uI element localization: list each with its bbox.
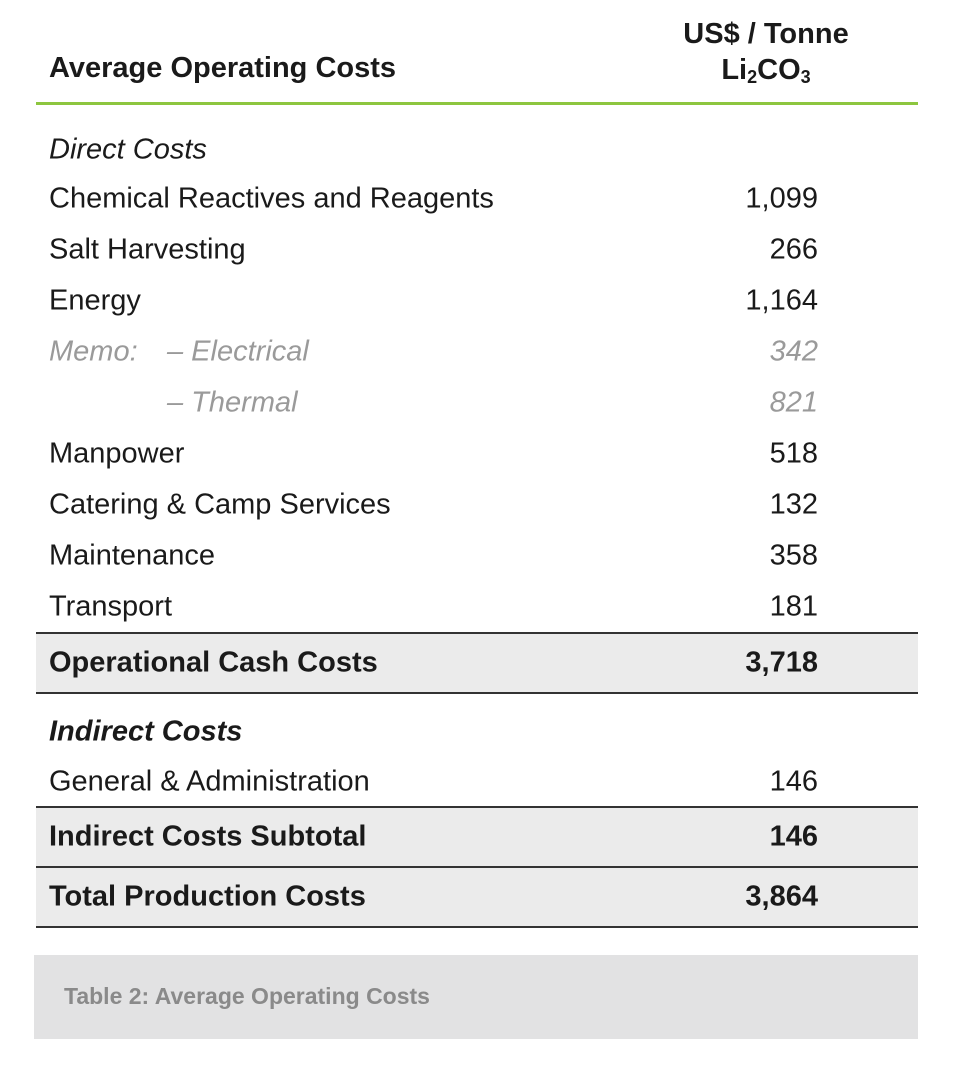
section-indirect-costs: Indirect Costs bbox=[36, 706, 918, 758]
memo-label: – Thermal bbox=[167, 386, 298, 418]
operational-total-row: Operational Cash Costs 3,718 bbox=[36, 632, 918, 694]
section-title: Direct Costs bbox=[49, 133, 207, 166]
table-row: Catering & Camp Services 132 bbox=[36, 479, 918, 530]
memo-value: 342 bbox=[769, 335, 818, 367]
grand-total-row: Total Production Costs 3,864 bbox=[36, 868, 918, 928]
indirect-total-row: Indirect Costs Subtotal 146 bbox=[36, 806, 918, 868]
row-value: 518 bbox=[769, 437, 818, 469]
row-value: 1,099 bbox=[745, 182, 818, 214]
unit-line1: US$ / Tonne bbox=[683, 18, 849, 50]
row-value: 358 bbox=[769, 539, 818, 571]
total-label: Indirect Costs Subtotal bbox=[49, 820, 367, 853]
memo-label: – Electrical bbox=[167, 335, 309, 367]
unit-chem2: CO bbox=[757, 54, 801, 86]
total-value: 146 bbox=[769, 820, 818, 853]
table-row: Salt Harvesting 266 bbox=[36, 224, 918, 275]
row-value: 181 bbox=[769, 590, 818, 622]
table-row: Manpower 518 bbox=[36, 428, 918, 479]
total-value: 3,718 bbox=[745, 646, 818, 679]
section-title: Indirect Costs bbox=[49, 715, 243, 748]
table-row: Transport 181 bbox=[36, 581, 918, 632]
row-label: Transport bbox=[49, 590, 173, 622]
row-label: General & Administration bbox=[49, 765, 370, 798]
memo-row: – Thermal 821 bbox=[36, 377, 918, 428]
table-row: Maintenance 358 bbox=[36, 530, 918, 581]
table-row: Chemical Reactives and Reagents 1,099 bbox=[36, 173, 918, 224]
row-label: Salt Harvesting bbox=[49, 233, 246, 265]
row-value: 146 bbox=[769, 765, 818, 798]
memo-prefix: Memo: bbox=[49, 335, 138, 367]
operating-costs-table: Average Operating Costs US$ / Tonne Li2C… bbox=[36, 0, 918, 928]
row-label: Manpower bbox=[49, 437, 185, 469]
total-label: Operational Cash Costs bbox=[49, 646, 378, 679]
table-row: Energy 1,164 bbox=[36, 275, 918, 326]
unit-sub1: 2 bbox=[747, 67, 758, 87]
caption-text: Table 2: Average Operating Costs bbox=[64, 983, 430, 1009]
header-label: Average Operating Costs bbox=[49, 52, 397, 84]
section-direct-costs: Direct Costs bbox=[36, 127, 918, 173]
row-value: 132 bbox=[769, 488, 818, 520]
row-value: 1,164 bbox=[745, 284, 818, 316]
row-value: 266 bbox=[769, 233, 818, 265]
row-label: Energy bbox=[49, 284, 141, 316]
table-header: Average Operating Costs US$ / Tonne Li2C… bbox=[36, 0, 918, 105]
memo-row: Memo: – Electrical 342 bbox=[36, 326, 918, 377]
memo-value: 821 bbox=[769, 386, 818, 418]
row-label: Chemical Reactives and Reagents bbox=[49, 182, 494, 214]
table-row: General & Administration 146 bbox=[36, 758, 918, 806]
row-label: Catering & Camp Services bbox=[49, 488, 391, 520]
total-label: Total Production Costs bbox=[49, 880, 366, 913]
unit-sub2: 3 bbox=[800, 67, 811, 87]
unit-line2: Li2CO3 bbox=[656, 52, 876, 88]
row-label: Maintenance bbox=[49, 539, 216, 571]
header-unit: US$ / Tonne Li2CO3 bbox=[656, 16, 876, 88]
total-value: 3,864 bbox=[745, 880, 818, 913]
table-caption: Table 2: Average Operating Costs bbox=[34, 955, 918, 1039]
unit-chem: Li bbox=[721, 54, 748, 86]
